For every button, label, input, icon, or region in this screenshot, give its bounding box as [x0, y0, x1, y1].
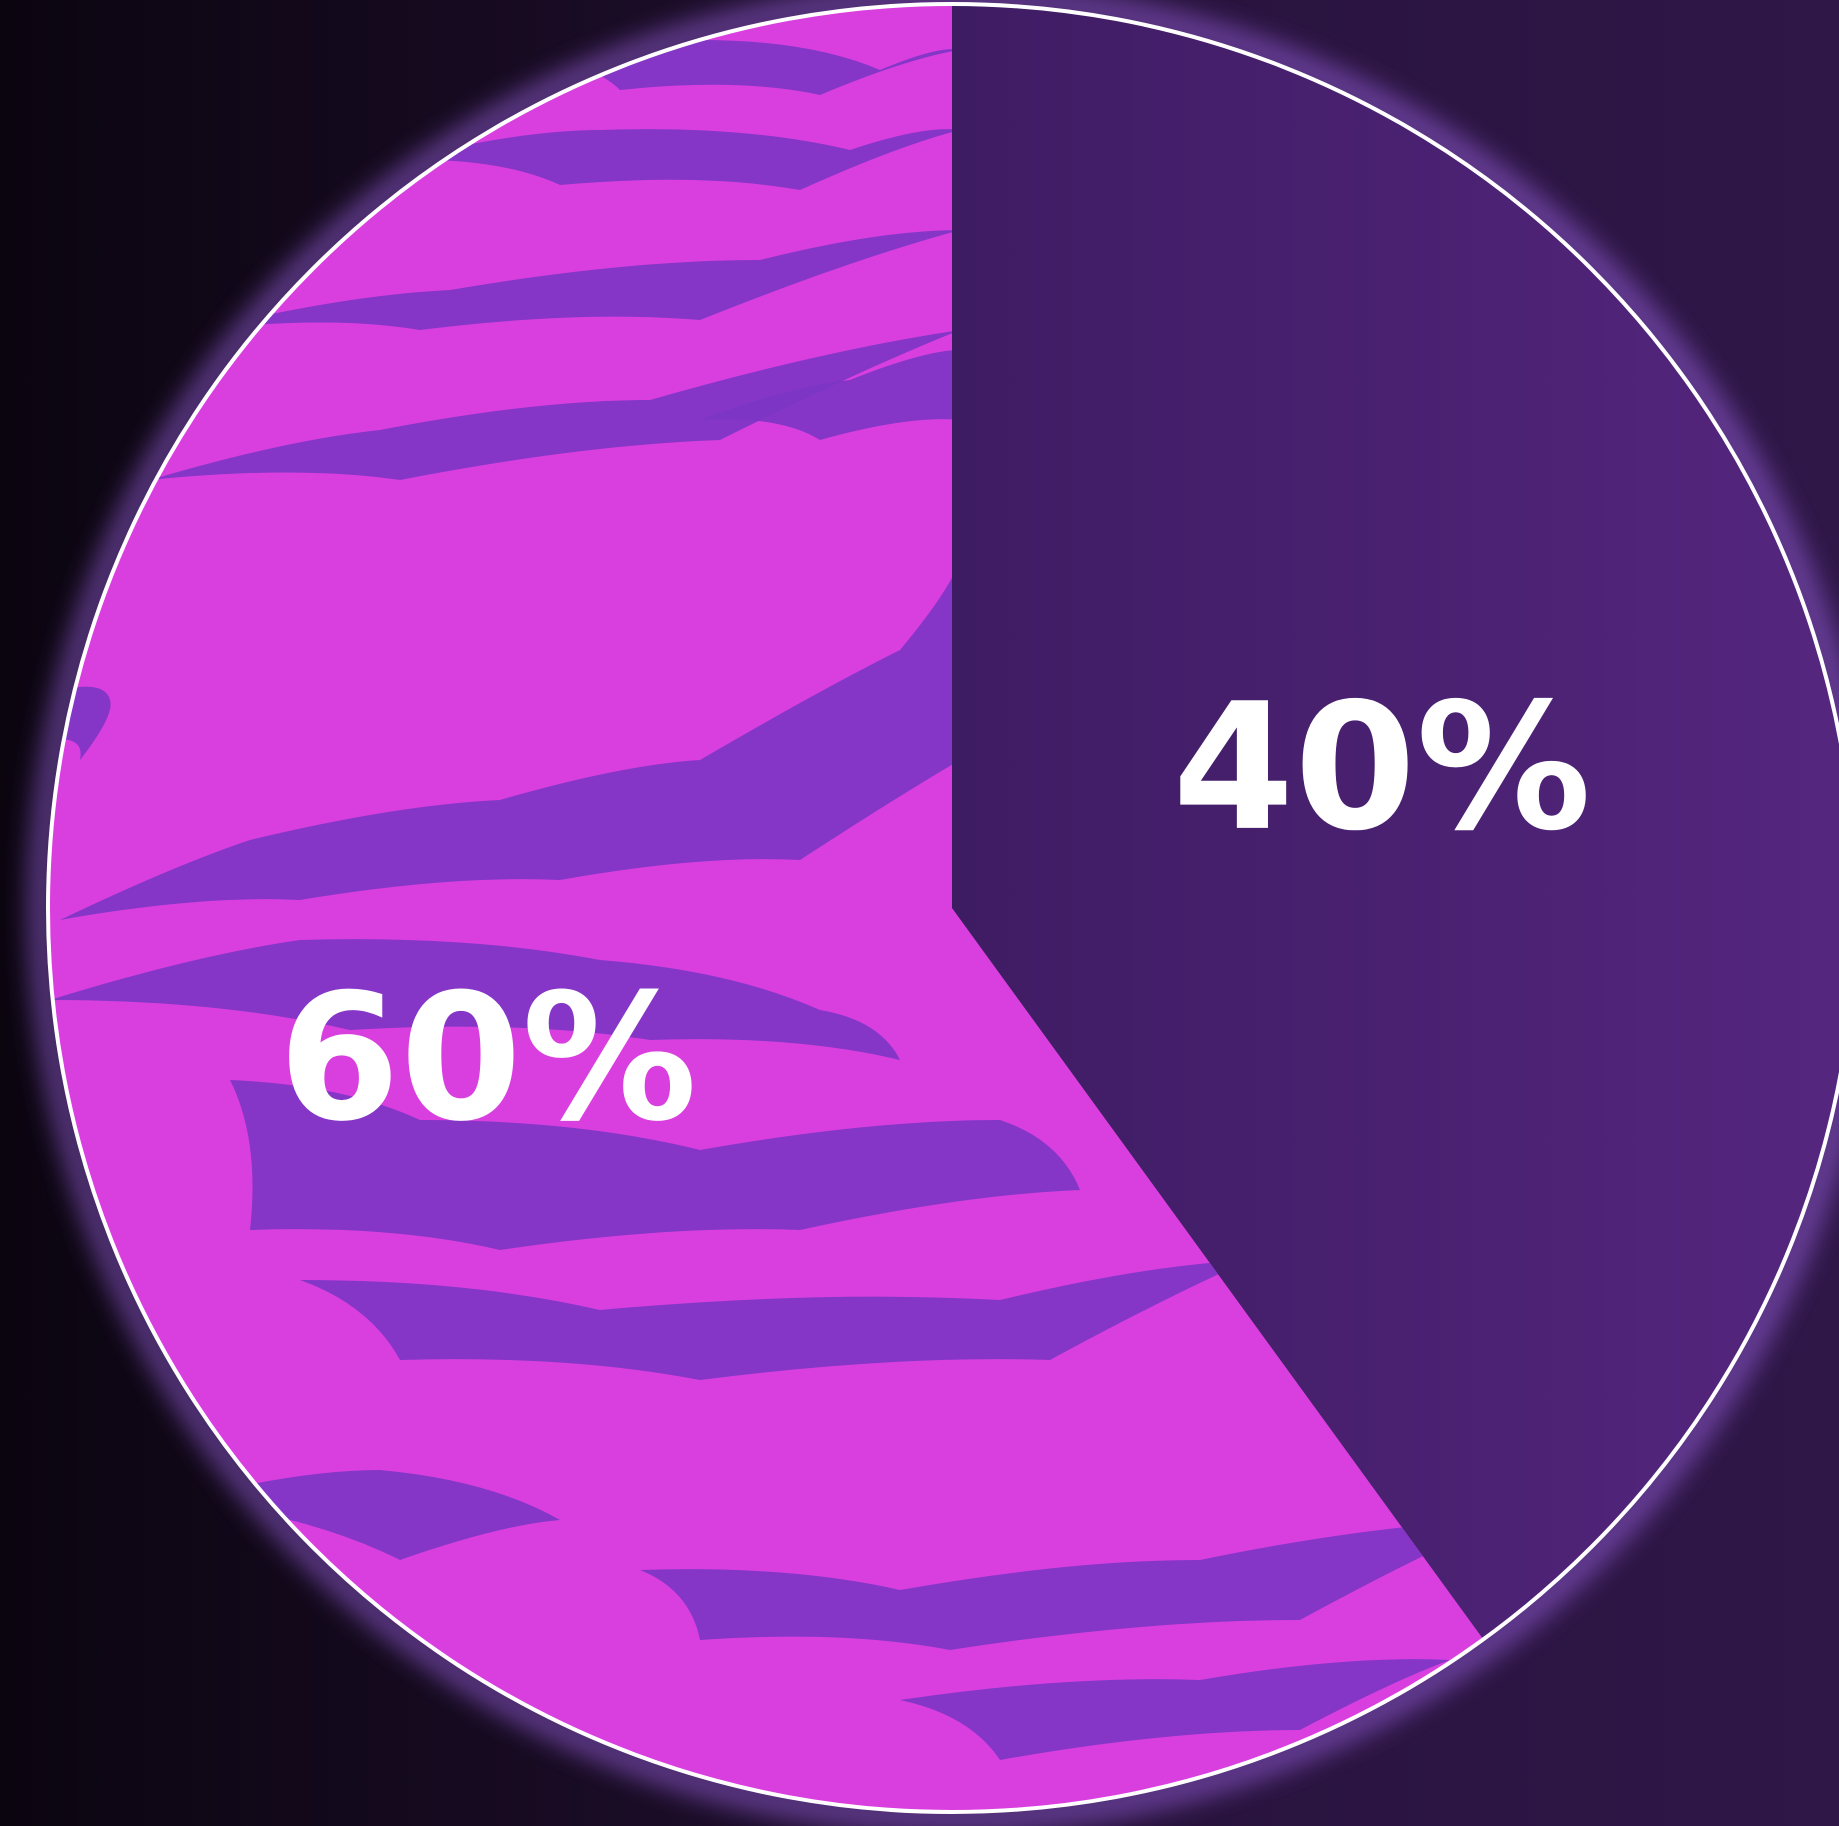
marble-swirl: [400, 129, 960, 190]
pie-slices: [47, 4, 1839, 1813]
slice-label-40: 40%: [1172, 667, 1591, 870]
pie-slice-40: [952, 4, 1839, 1640]
pie-outline: [46, 2, 1839, 1814]
marble-swirl: [180, 1470, 560, 1560]
marble-swirl: [700, 350, 970, 440]
marble-swirl: [60, 560, 970, 920]
marble-swirl: [300, 1260, 1250, 1380]
marble-swirl: [200, 230, 960, 330]
marble-swirl: [900, 1659, 1450, 1760]
pie-glow: [33, 0, 1839, 1826]
marble-swirl: [50, 939, 900, 1060]
marble-swirl: [640, 1520, 1484, 1650]
marble-swirl: [150, 330, 960, 480]
marble-swirl: [50, 686, 111, 760]
slice-label-60: 60%: [278, 957, 697, 1160]
marble-swirl: [230, 1080, 1080, 1250]
marble-pattern: [50, 39, 1484, 1760]
pie-labels: 40% 60%: [278, 667, 1591, 1161]
